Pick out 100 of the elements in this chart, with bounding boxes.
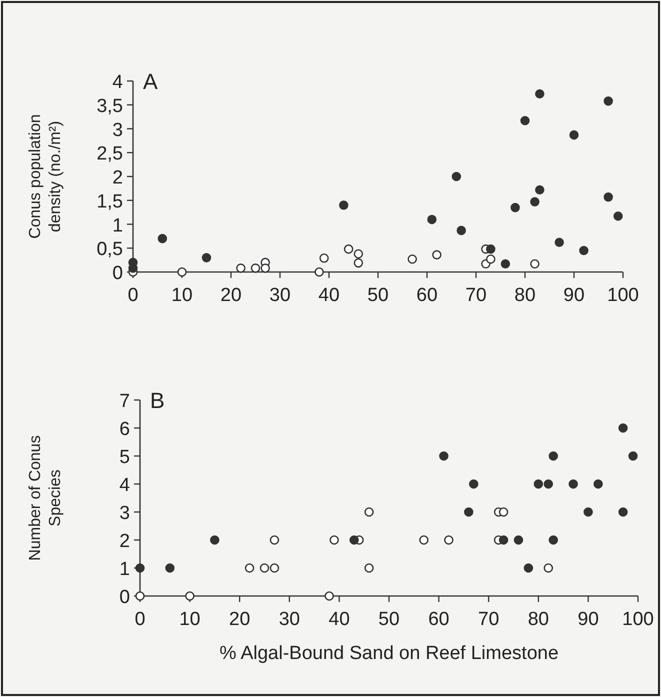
- y-tick-label: 1: [112, 215, 123, 236]
- x-tick-label: 10: [179, 609, 200, 630]
- point: [364, 507, 374, 517]
- point: [498, 507, 508, 517]
- point: [544, 479, 554, 489]
- x-tick-label: 80: [528, 609, 549, 630]
- point: [432, 250, 442, 260]
- point: [260, 264, 270, 273]
- y-tick-label: 7: [119, 391, 130, 412]
- point: [524, 563, 534, 573]
- point: [324, 591, 334, 601]
- point: [339, 200, 348, 210]
- point: [618, 507, 628, 517]
- x-tick-label: 10: [171, 285, 193, 306]
- x-tick-label: 60: [416, 285, 438, 306]
- point: [520, 116, 530, 126]
- point: [469, 479, 478, 489]
- point: [535, 89, 544, 99]
- point: [158, 234, 168, 244]
- x-tick-label: 80: [514, 285, 536, 306]
- y-tick-label: 6: [119, 419, 130, 440]
- point: [628, 451, 638, 461]
- chart-title: B: [150, 388, 165, 413]
- point: [330, 535, 339, 545]
- point: [354, 249, 364, 259]
- point: [456, 226, 466, 236]
- x-tick-label: 20: [220, 285, 242, 306]
- x-tick-label: 50: [367, 285, 389, 306]
- x-tick-label: 40: [318, 285, 340, 306]
- point: [548, 535, 558, 545]
- point: [408, 254, 417, 264]
- x-tick-label: 30: [269, 285, 291, 306]
- point: [185, 591, 194, 601]
- point: [165, 563, 175, 573]
- x-axis-title: % Algal-Bound Sand on Reef Limestone: [219, 643, 559, 664]
- y-axis-title: Number of Conus Species: [27, 435, 64, 561]
- point: [500, 259, 510, 269]
- point: [135, 563, 145, 573]
- x-tick-label: 100: [607, 285, 639, 306]
- x-tick-label: 70: [465, 285, 487, 306]
- point: [250, 264, 260, 273]
- point: [354, 258, 364, 268]
- point: [530, 259, 540, 269]
- point: [535, 185, 544, 195]
- point: [202, 253, 212, 262]
- y-tick-label: 3: [119, 503, 130, 524]
- y-tick-label: 1: [119, 559, 130, 580]
- x-tick-label: 40: [328, 609, 350, 630]
- x-tick-label: 20: [229, 609, 250, 630]
- y-tick-label: 2: [112, 168, 123, 188]
- x-tick-label: 30: [278, 609, 300, 630]
- point: [514, 535, 524, 545]
- point: [177, 267, 187, 277]
- point: [260, 563, 270, 573]
- point: [510, 202, 520, 212]
- point: [344, 244, 354, 254]
- point: [486, 244, 496, 254]
- x-tick-label: 50: [378, 609, 400, 630]
- x-tick-label: 0: [134, 609, 146, 630]
- point: [548, 451, 558, 461]
- point: [534, 479, 544, 489]
- point: [314, 267, 324, 277]
- x-tick-label: 60: [428, 609, 450, 630]
- point: [530, 197, 540, 206]
- y-tick-label: 4: [112, 72, 124, 93]
- point: [444, 535, 454, 545]
- y-tick-label: 2,5: [96, 144, 123, 165]
- point: [270, 535, 280, 545]
- point: [579, 246, 588, 256]
- y-tick-label: 0,5: [96, 239, 123, 260]
- point: [319, 254, 329, 263]
- y-tick-label: 3: [112, 120, 123, 141]
- point: [618, 423, 628, 433]
- point: [613, 211, 623, 221]
- chart-title: A: [143, 69, 158, 94]
- x-tick-label: 90: [578, 609, 599, 630]
- point: [210, 535, 220, 545]
- y-tick-label: 2: [119, 531, 130, 552]
- y-tick-label: 1,5: [96, 191, 123, 212]
- point: [364, 563, 374, 573]
- point: [439, 451, 448, 461]
- y-tick-label: 4: [119, 475, 130, 496]
- point: [568, 479, 578, 489]
- point: [464, 507, 474, 517]
- x-tick-label: 100: [622, 609, 654, 630]
- point: [569, 130, 579, 140]
- point: [349, 535, 359, 545]
- point: [594, 479, 603, 489]
- point: [584, 507, 593, 517]
- point: [236, 264, 246, 273]
- point: [554, 238, 564, 248]
- x-tick-label: 90: [563, 285, 585, 306]
- point: [544, 563, 554, 573]
- y-tick-label: 5: [119, 447, 130, 468]
- x-tick-label: 70: [478, 609, 500, 630]
- point: [427, 214, 437, 224]
- point: [498, 535, 508, 545]
- point: [270, 563, 280, 573]
- y-tick-label: 0: [112, 263, 123, 284]
- point: [604, 96, 613, 106]
